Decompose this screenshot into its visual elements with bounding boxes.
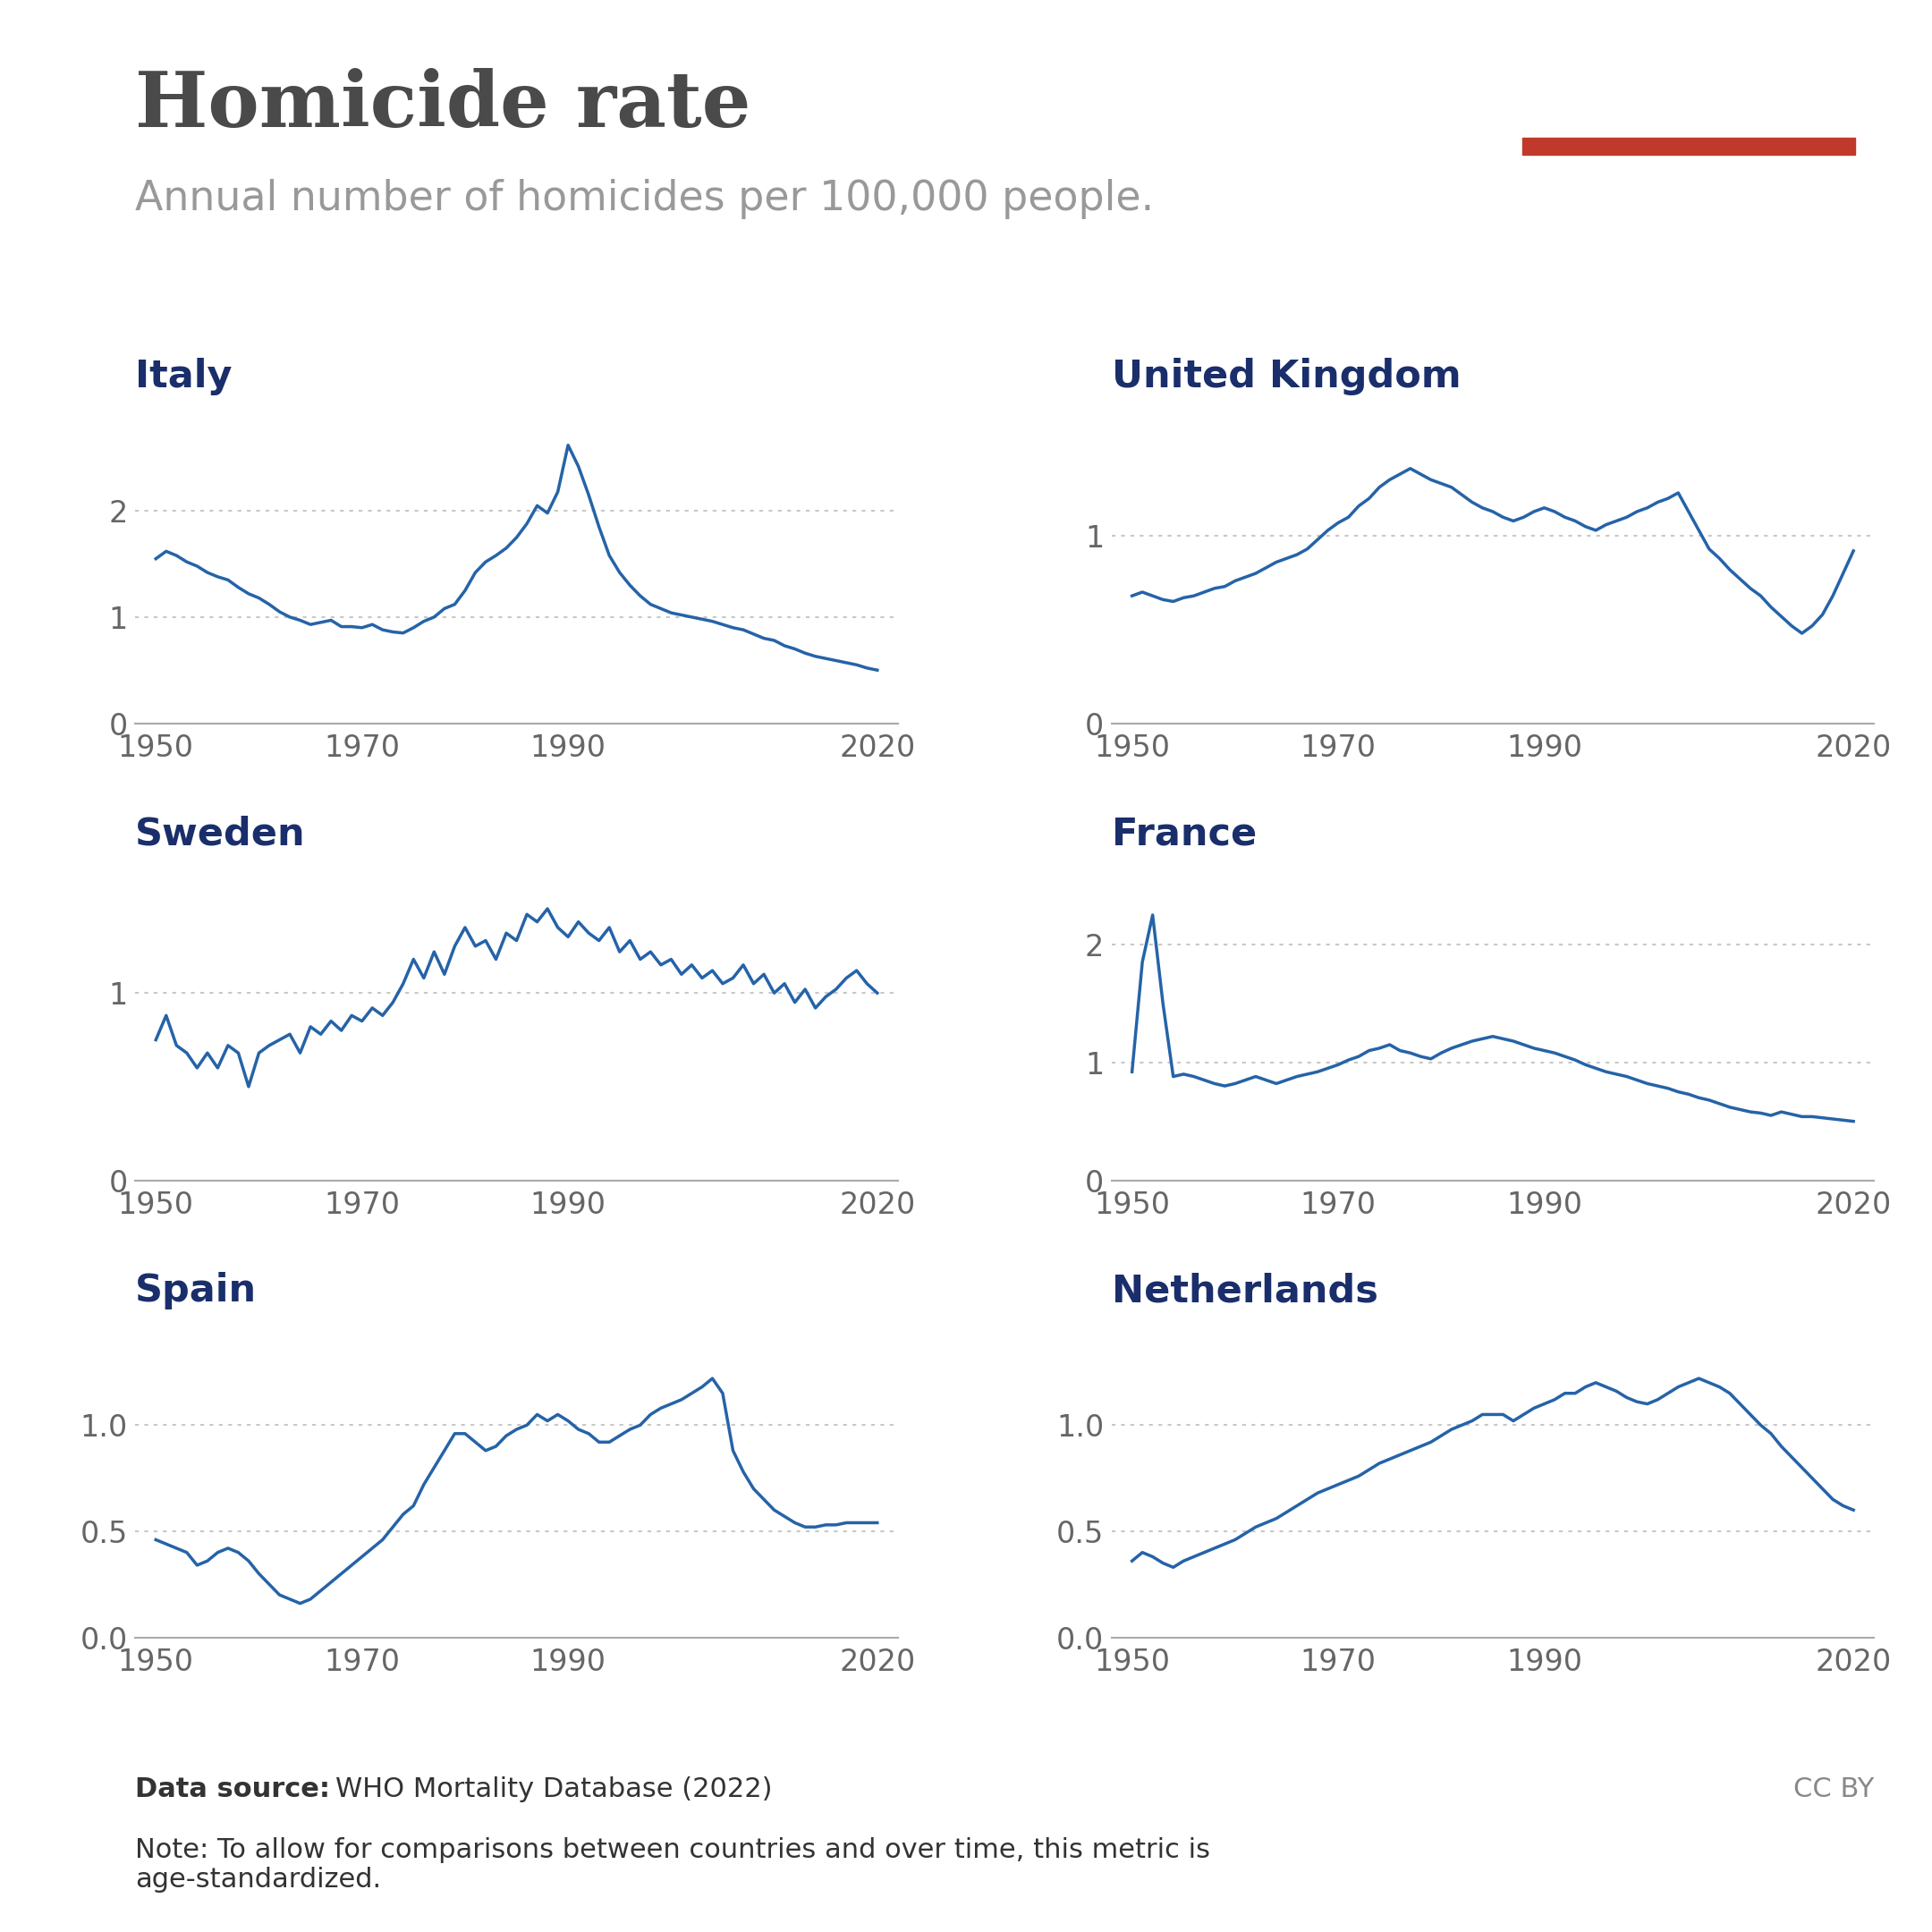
Text: Spain: Spain [135,1271,257,1310]
Text: France: France [1111,815,1256,852]
Bar [1522,137,1855,155]
Text: in Data: in Data [1636,97,1741,122]
Text: Annual number of homicides per 100,000 people.: Annual number of homicides per 100,000 p… [135,178,1153,218]
Text: United Kingdom: United Kingdom [1111,357,1461,396]
Text: CC BY: CC BY [1793,1776,1874,1803]
Text: Italy: Italy [135,357,232,396]
Text: Note: To allow for comparisons between countries and over time, this metric is
a: Note: To allow for comparisons between c… [135,1837,1209,1893]
Text: Sweden: Sweden [135,815,305,852]
Text: WHO Mortality Database (2022): WHO Mortality Database (2022) [336,1776,773,1803]
Text: Netherlands: Netherlands [1111,1271,1378,1310]
Text: Our World: Our World [1613,56,1764,81]
Text: Homicide rate: Homicide rate [135,68,752,143]
Text: Data source:: Data source: [135,1776,340,1803]
